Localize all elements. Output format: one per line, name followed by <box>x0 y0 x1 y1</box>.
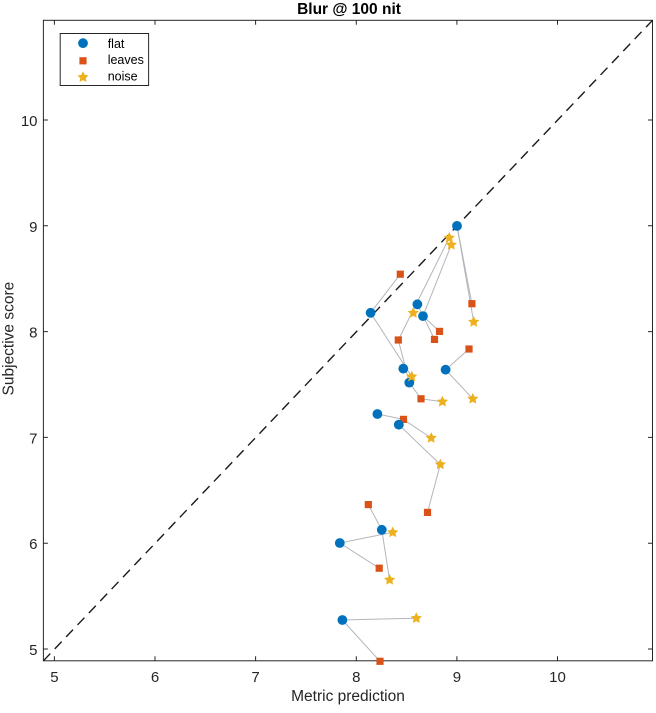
svg-text:8: 8 <box>352 669 360 686</box>
svg-text:5: 5 <box>29 642 37 659</box>
svg-text:flat: flat <box>108 37 125 51</box>
svg-text:5: 5 <box>50 669 58 686</box>
svg-text:7: 7 <box>29 430 37 447</box>
svg-text:7: 7 <box>251 669 259 686</box>
svg-text:Metric prediction: Metric prediction <box>291 688 405 705</box>
svg-text:6: 6 <box>151 669 159 686</box>
svg-text:8: 8 <box>29 325 37 342</box>
svg-text:9: 9 <box>453 669 461 686</box>
svg-text:Blur @ 100 nit: Blur @ 100 nit <box>297 1 401 18</box>
svg-text:10: 10 <box>549 669 566 686</box>
svg-text:9: 9 <box>29 219 37 236</box>
svg-text:6: 6 <box>29 536 37 553</box>
svg-text:10: 10 <box>21 113 38 130</box>
svg-text:leaves: leaves <box>108 53 144 67</box>
svg-text:noise: noise <box>108 69 138 83</box>
svg-text:Subjective score: Subjective score <box>1 282 18 396</box>
